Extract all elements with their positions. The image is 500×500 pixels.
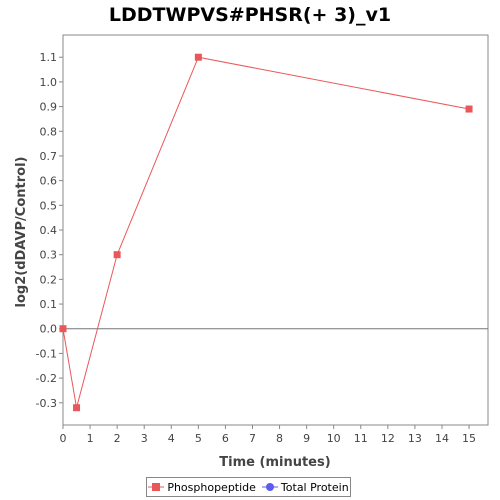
legend-item-total-protein: Total Protein	[261, 480, 349, 494]
y-tick-label: 0.5	[40, 199, 58, 212]
y-tick-label: 0.4	[40, 224, 58, 237]
y-tick-label: 0.0	[40, 323, 58, 336]
y-axis: -0.3 -0.2 -0.1 0.0 0.1 0.2 0.3 0.4 0.5 0.6 0.7 0.8 0…	[36, 51, 63, 410]
x-tick-label: 1	[87, 432, 94, 445]
data-point	[465, 105, 473, 113]
legend-item-phosphopeptide: Phosphopeptide	[148, 481, 256, 494]
y-tick-label: 1.1	[40, 51, 58, 64]
x-tick-label: 8	[276, 432, 283, 445]
data-point	[194, 53, 202, 61]
y-tick-label: 0.9	[40, 101, 58, 114]
circle-marker-icon	[261, 483, 278, 491]
x-tick-label: 5	[195, 432, 202, 445]
x-tick-label: 10	[327, 432, 341, 445]
y-tick-label: 0.1	[40, 298, 58, 311]
data-point	[59, 325, 67, 333]
x-tick-label: 13	[408, 432, 422, 445]
x-tick-label: 14	[435, 432, 449, 445]
x-tick-label: 15	[462, 432, 476, 445]
y-tick-label: -0.3	[36, 397, 57, 410]
y-tick-label: 0.7	[40, 150, 58, 163]
data-point	[113, 251, 121, 259]
x-tick-label: 9	[303, 432, 310, 445]
x-axis-label: Time (minutes)	[219, 455, 330, 470]
y-tick-label: -0.1	[36, 347, 57, 360]
plot-area	[62, 34, 489, 426]
x-tick-label: 3	[141, 432, 148, 445]
y-tick-label: 0.8	[40, 125, 58, 138]
data-point	[73, 404, 81, 412]
series-markers	[59, 53, 473, 412]
x-tick-label: 4	[168, 432, 175, 445]
x-tick-label: 12	[381, 432, 395, 445]
x-tick-label: 2	[114, 432, 121, 445]
legend-label-total-protein: Total Protein	[280, 480, 349, 494]
y-tick-label: 0.2	[40, 273, 58, 286]
y-axis-label: log2(dDAVP/Control)	[14, 157, 29, 308]
legend-label-phosphopeptide: Phosphopeptide	[167, 480, 256, 494]
square-marker-icon	[148, 483, 165, 491]
y-tick-label: 0.6	[40, 175, 58, 188]
legend: Phosphopeptide Total Protein	[146, 477, 351, 497]
y-tick-label: 1.0	[40, 76, 58, 89]
y-tick-label: 0.3	[40, 249, 58, 262]
x-tick-label: 6	[222, 432, 229, 445]
y-tick-label: -0.2	[36, 372, 57, 385]
x-tick-label: 7	[249, 432, 256, 445]
x-tick-label: 11	[354, 432, 368, 445]
chart-title: LDDTWPVS#PHSR(+ 3)_v1	[108, 4, 392, 26]
x-axis: 0 1 2 3 4 5 6 7 8 9 10 11 12 13 14 15	[60, 425, 476, 445]
x-tick-label: 0	[60, 432, 67, 445]
